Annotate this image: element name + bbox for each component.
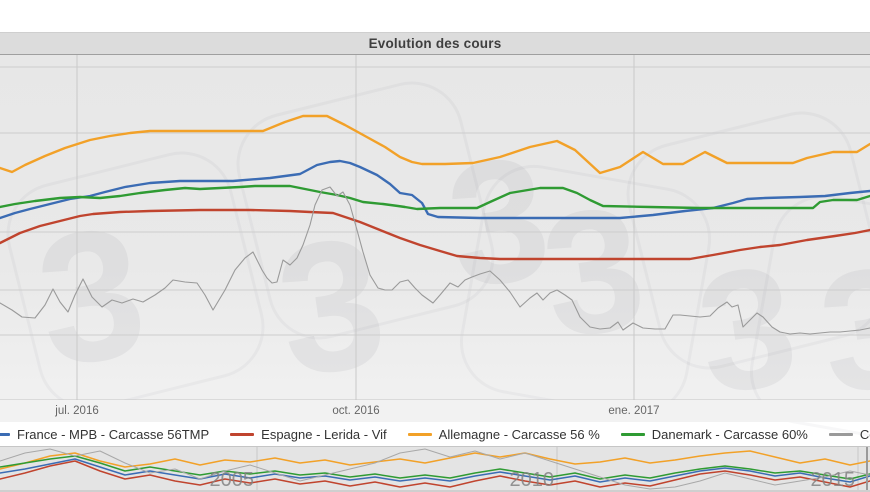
x-axis-label: ene. 2017 <box>608 405 660 417</box>
chart-legend: France - MPB - Carcasse 56TMP Espagne - L… <box>0 424 870 444</box>
legend-line-icon <box>620 432 645 436</box>
series-conversion <box>0 448 870 490</box>
series-espagne <box>0 460 870 488</box>
series-danemark <box>0 455 870 480</box>
legend-label: Conversion E <box>859 426 870 442</box>
x-axis-strip: jul. 2016 oct. 2016 ene. 2017 <box>0 400 870 422</box>
navigator-svg <box>0 447 870 492</box>
range-navigator[interactable]: 2005 2010 2015 <box>0 446 870 492</box>
legend-label: Danemark - Carcasse 60% <box>651 426 808 442</box>
legend-line-icon <box>407 432 432 436</box>
navigator-bottom-edge <box>0 490 870 492</box>
legend-line-icon <box>828 432 853 436</box>
navigator-handle[interactable] <box>866 447 868 492</box>
legend-line-icon <box>230 432 255 436</box>
chart-title-bar: Evolution des cours <box>0 32 870 55</box>
legend-line-icon <box>0 432 10 436</box>
x-axis-label: jul. 2016 <box>55 405 99 417</box>
legend-item-4[interactable]: Conversion E <box>828 426 870 442</box>
navigator-year-label: 2005 <box>209 469 255 491</box>
legend-item-2[interactable]: Allemagne - Carcasse 56 % <box>407 426 600 442</box>
legend-label: Allemagne - Carcasse 56 % <box>438 426 600 442</box>
legend-label: France - MPB - Carcasse 56TMP <box>17 426 210 442</box>
legend-item-3[interactable]: Danemark - Carcasse 60% <box>620 426 808 442</box>
series-france-mpb-carcasse-56tmp <box>0 159 870 220</box>
legend-label: Espagne - Lerida - Vif <box>261 426 387 442</box>
chart-title: Evolution des cours <box>368 36 502 51</box>
series-conversion-devise- <box>0 186 870 335</box>
series-espagne-lerida-vif <box>0 208 870 261</box>
series-danemark-carcasse-60- <box>0 184 870 211</box>
navigator-year-label: 2015 <box>810 469 856 491</box>
main-chart-svg <box>0 55 870 405</box>
navigator-year-label: 2010 <box>509 469 555 491</box>
top-whitespace <box>0 0 870 32</box>
x-axis-label: oct. 2016 <box>332 405 380 417</box>
legend-item-0[interactable]: France - MPB - Carcasse 56TMP <box>0 427 209 442</box>
legend-item-1[interactable]: Espagne - Lerida - Vif <box>230 427 387 442</box>
series-allemagne-carcasse-56- <box>0 114 870 175</box>
series-allemagne <box>0 450 870 470</box>
